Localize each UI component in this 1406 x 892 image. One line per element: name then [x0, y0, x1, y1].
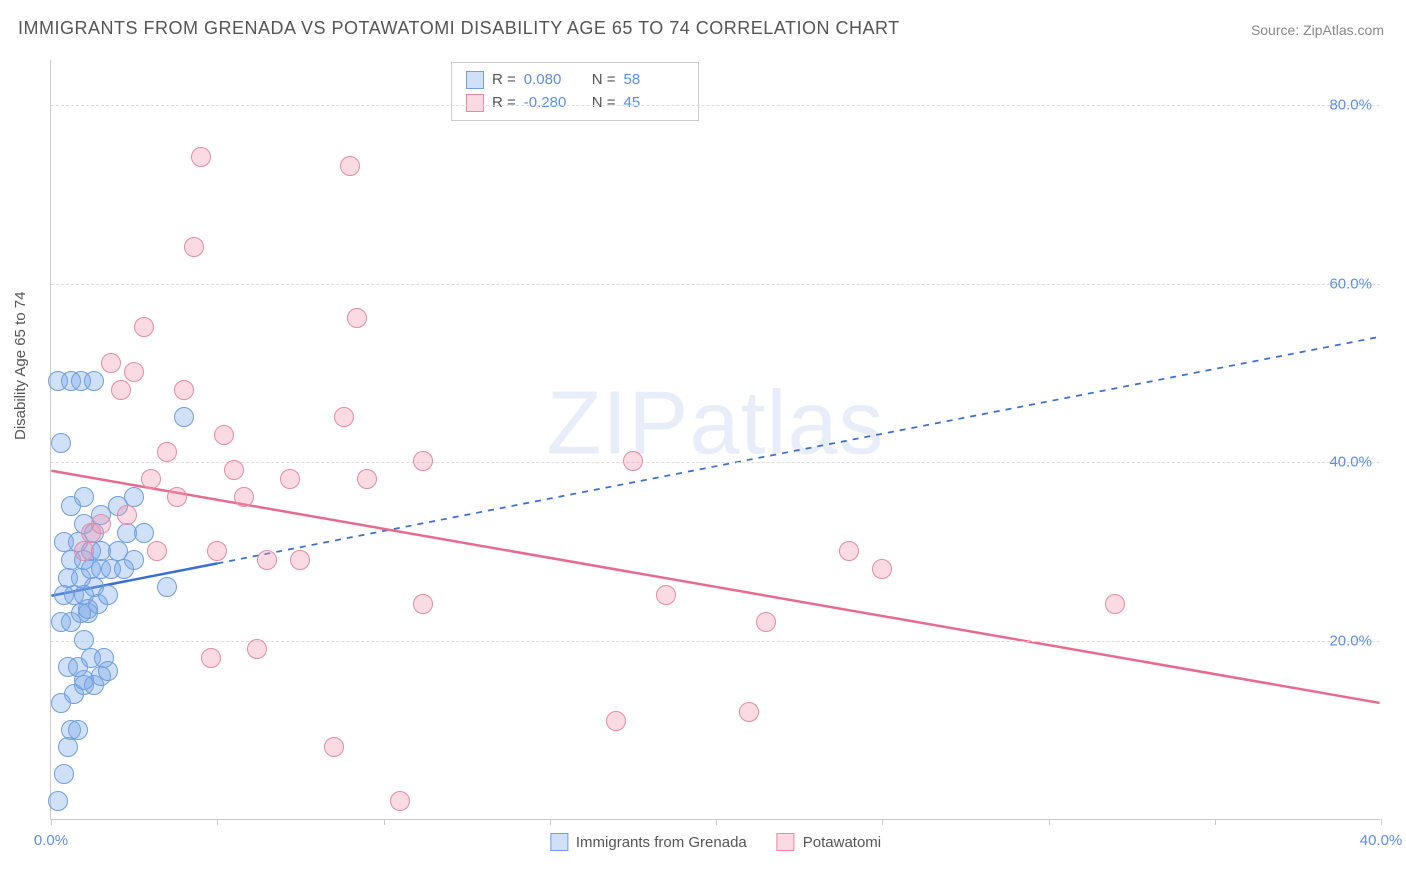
- scatter-point: [167, 487, 187, 507]
- scatter-point: [214, 425, 234, 445]
- y-tick-label: 40.0%: [1329, 454, 1372, 471]
- legend-label-series2: Potawatomi: [803, 834, 881, 851]
- scatter-point: [68, 720, 88, 740]
- n-label: N =: [592, 69, 616, 92]
- n-value-series2: 45: [624, 92, 684, 115]
- scatter-point: [74, 487, 94, 507]
- scatter-point: [234, 487, 254, 507]
- scatter-point: [340, 156, 360, 176]
- scatter-point: [124, 362, 144, 382]
- trend-lines-svg: [51, 60, 1380, 819]
- scatter-point: [839, 541, 859, 561]
- plot-area: ZIPatlas R = 0.080 N = 58 R = -0.280 N =…: [50, 60, 1380, 820]
- scatter-point: [51, 433, 71, 453]
- scatter-point: [191, 147, 211, 167]
- scatter-point: [91, 514, 111, 534]
- scatter-point: [134, 523, 154, 543]
- scatter-point: [224, 460, 244, 480]
- y-tick-label: 20.0%: [1329, 633, 1372, 650]
- legend-row-series1: R = 0.080 N = 58: [466, 69, 684, 92]
- swatch-series1: [550, 833, 568, 851]
- scatter-point: [54, 764, 74, 784]
- x-tick-mark: [1215, 819, 1216, 825]
- x-tick-mark: [1049, 819, 1050, 825]
- gridline-h: [51, 462, 1380, 463]
- x-tick-label: 0.0%: [34, 832, 68, 849]
- y-tick-label: 80.0%: [1329, 96, 1372, 113]
- r-value-series1: 0.080: [524, 69, 584, 92]
- legend-series: Immigrants from Grenada Potawatomi: [550, 833, 881, 851]
- scatter-point: [111, 380, 131, 400]
- scatter-point: [623, 451, 643, 471]
- scatter-point: [124, 550, 144, 570]
- swatch-series2: [466, 94, 484, 112]
- x-tick-mark: [1381, 819, 1382, 825]
- x-tick-mark: [51, 819, 52, 825]
- scatter-point: [147, 541, 167, 561]
- scatter-point: [1105, 594, 1125, 614]
- scatter-point: [157, 442, 177, 462]
- scatter-point: [201, 648, 221, 668]
- scatter-point: [872, 559, 892, 579]
- scatter-point: [290, 550, 310, 570]
- scatter-point: [134, 317, 154, 337]
- scatter-point: [58, 737, 78, 757]
- scatter-point: [257, 550, 277, 570]
- y-axis-label: Disability Age 65 to 74: [12, 292, 29, 440]
- scatter-point: [357, 469, 377, 489]
- scatter-point: [174, 380, 194, 400]
- x-tick-label: 40.0%: [1360, 832, 1403, 849]
- legend-label-series1: Immigrants from Grenada: [576, 834, 747, 851]
- scatter-point: [207, 541, 227, 561]
- scatter-point: [334, 407, 354, 427]
- x-tick-mark: [384, 819, 385, 825]
- r-label: R =: [492, 69, 516, 92]
- scatter-point: [247, 639, 267, 659]
- chart-title: IMMIGRANTS FROM GRENADA VS POTAWATOMI DI…: [18, 18, 900, 39]
- scatter-point: [739, 702, 759, 722]
- scatter-point: [48, 791, 68, 811]
- scatter-point: [117, 505, 137, 525]
- scatter-point: [413, 451, 433, 471]
- scatter-point: [390, 791, 410, 811]
- scatter-point: [184, 237, 204, 257]
- scatter-point: [756, 612, 776, 632]
- scatter-point: [98, 585, 118, 605]
- r-value-series2: -0.280: [524, 92, 584, 115]
- gridline-h: [51, 105, 1380, 106]
- legend-item-series2: Potawatomi: [777, 833, 881, 851]
- legend-item-series1: Immigrants from Grenada: [550, 833, 747, 851]
- scatter-point: [280, 469, 300, 489]
- scatter-point: [74, 541, 94, 561]
- x-tick-mark: [882, 819, 883, 825]
- r-label: R =: [492, 92, 516, 115]
- scatter-point: [84, 371, 104, 391]
- scatter-point: [347, 308, 367, 328]
- swatch-series2: [777, 833, 795, 851]
- gridline-h: [51, 284, 1380, 285]
- swatch-series1: [466, 71, 484, 89]
- scatter-point: [656, 585, 676, 605]
- legend-correlation: R = 0.080 N = 58 R = -0.280 N = 45: [451, 62, 699, 121]
- scatter-point: [74, 670, 94, 690]
- scatter-point: [413, 594, 433, 614]
- scatter-point: [74, 630, 94, 650]
- scatter-point: [606, 711, 626, 731]
- y-tick-label: 60.0%: [1329, 275, 1372, 292]
- trend-line-solid: [51, 471, 1379, 703]
- scatter-point: [174, 407, 194, 427]
- n-label: N =: [592, 92, 616, 115]
- scatter-point: [78, 599, 98, 619]
- x-tick-mark: [217, 819, 218, 825]
- scatter-point: [324, 737, 344, 757]
- scatter-point: [98, 661, 118, 681]
- x-tick-mark: [550, 819, 551, 825]
- scatter-point: [141, 469, 161, 489]
- legend-row-series2: R = -0.280 N = 45: [466, 92, 684, 115]
- n-value-series1: 58: [624, 69, 684, 92]
- x-tick-mark: [716, 819, 717, 825]
- source-label: Source: ZipAtlas.com: [1251, 22, 1384, 38]
- scatter-point: [157, 577, 177, 597]
- scatter-point: [101, 353, 121, 373]
